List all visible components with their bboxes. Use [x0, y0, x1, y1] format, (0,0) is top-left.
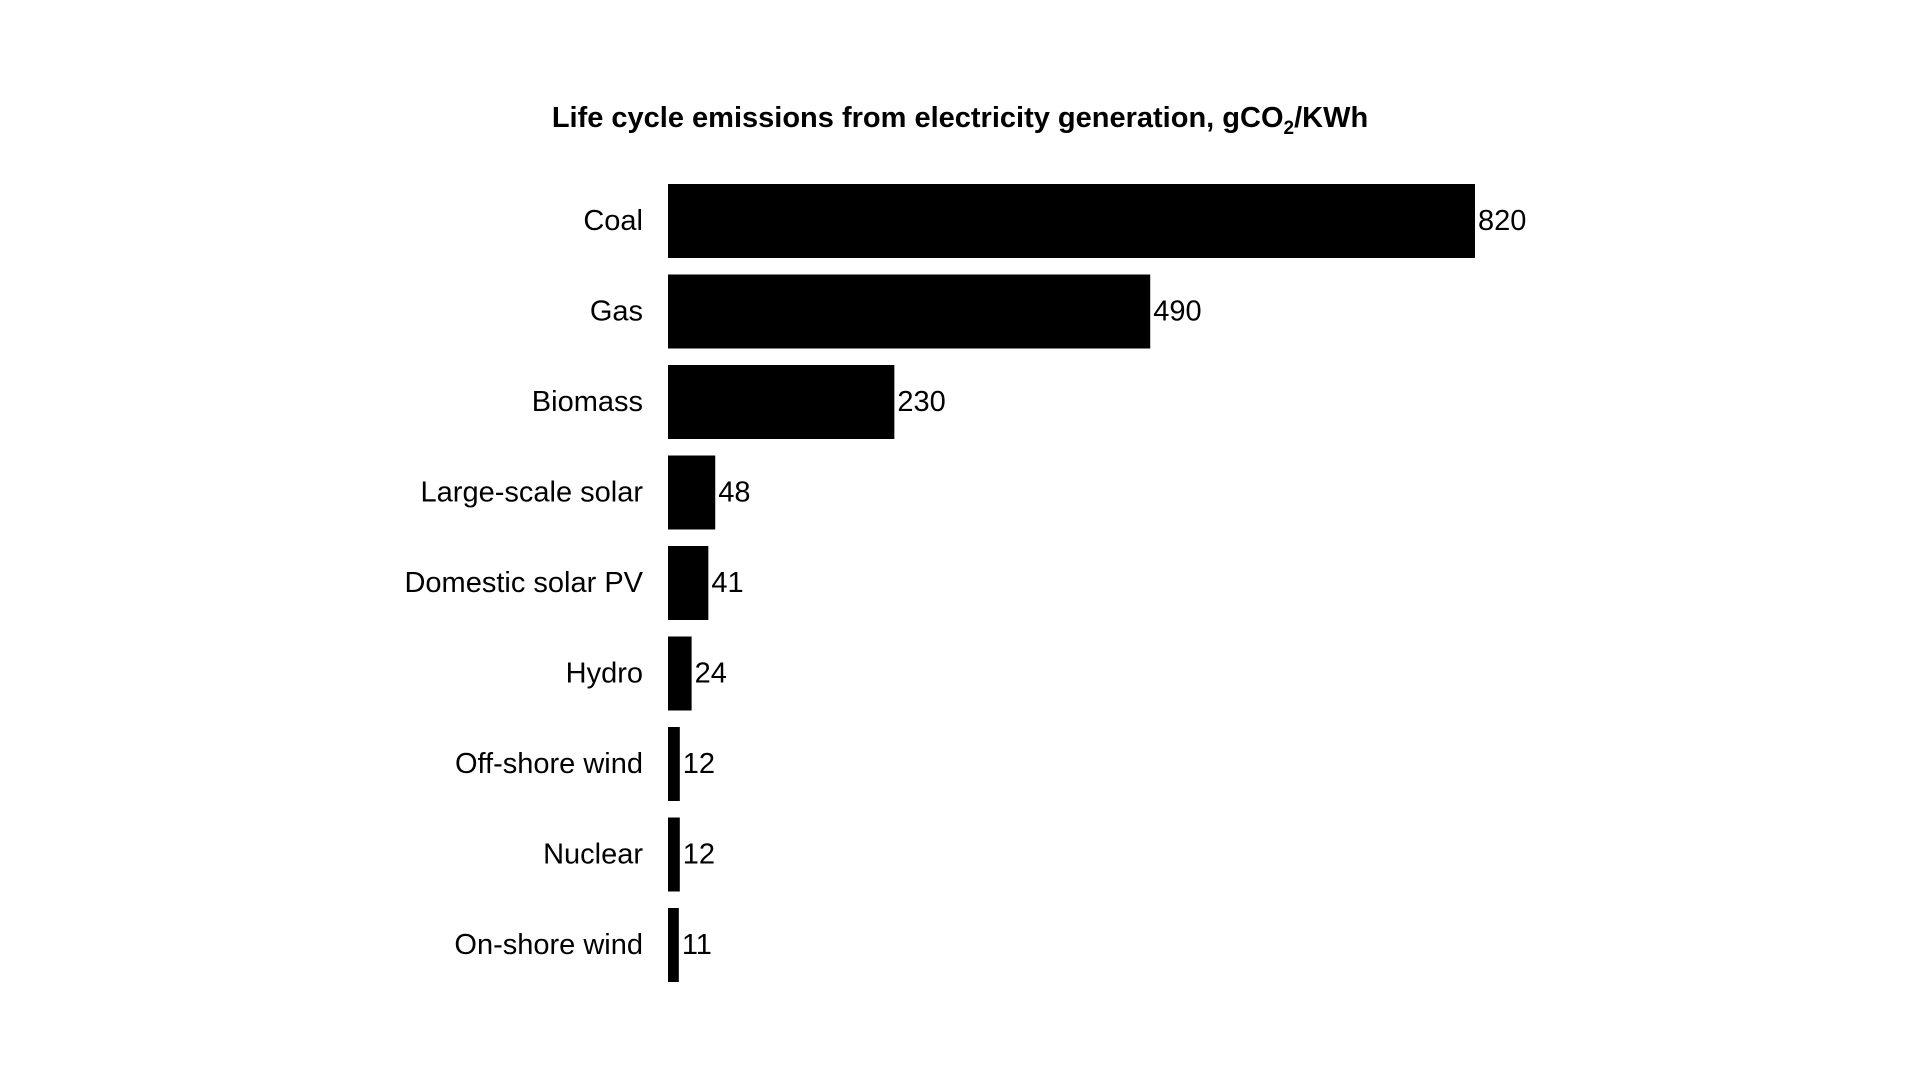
bar-hydro	[668, 636, 692, 711]
bar-large-scale-solar	[668, 455, 716, 530]
bar-on-shore-wind	[668, 908, 679, 982]
chart-title-subscript: 2	[1283, 117, 1295, 139]
bar-coal	[668, 184, 1475, 258]
bar-biomass	[668, 365, 895, 439]
category-label-biomass: Biomass	[532, 386, 643, 418]
bar-gas	[668, 274, 1151, 349]
category-label-gas: Gas	[590, 296, 643, 328]
value-label-domestic-solar-pv: 41	[711, 567, 743, 599]
value-label-off-shore-wind: 12	[683, 748, 715, 780]
chart-title-unit: /KWh	[1294, 102, 1369, 134]
chart-title: Life cycle emissions from electricity ge…	[0, 102, 1920, 140]
category-label-hydro: Hydro	[566, 658, 643, 690]
category-label-domestic-solar-pv: Domestic solar PV	[404, 567, 643, 599]
category-label-on-shore-wind: On-shore wind	[454, 929, 643, 961]
category-label-off-shore-wind: Off-shore wind	[455, 748, 643, 780]
category-label-nuclear: Nuclear	[543, 839, 643, 871]
value-label-hydro: 24	[695, 658, 727, 690]
bar-domestic-solar-pv	[668, 546, 709, 620]
bar-nuclear	[668, 817, 680, 892]
value-label-gas: 490	[1153, 296, 1201, 328]
bar-off-shore-wind	[668, 727, 680, 801]
value-label-coal: 820	[1478, 205, 1526, 237]
value-label-on-shore-wind: 11	[682, 929, 712, 961]
value-label-biomass: 230	[897, 386, 945, 418]
category-label-coal: Coal	[583, 205, 643, 237]
value-label-nuclear: 12	[683, 839, 715, 871]
chart-title-main: Life cycle emissions from electricity ge…	[551, 102, 1284, 134]
value-label-large-scale-solar: 48	[718, 477, 750, 509]
category-label-large-scale-solar: Large-scale solar	[421, 477, 644, 509]
